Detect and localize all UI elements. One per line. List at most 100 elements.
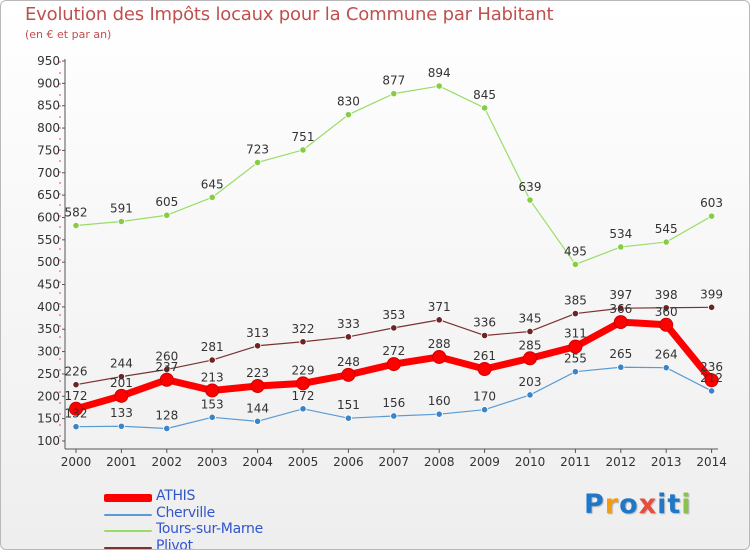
data-label-athis: 223 <box>246 366 269 380</box>
data-label-tours-sur-marne: 645 <box>201 177 224 191</box>
data-label-plivot: 333 <box>337 317 360 331</box>
y-tick-label: 750 <box>37 143 60 157</box>
point-plivot <box>163 365 171 374</box>
point-cherville <box>72 423 80 431</box>
point-athis <box>432 349 447 364</box>
x-tick-label: 2012 <box>606 455 637 469</box>
point-plivot <box>299 338 307 346</box>
point-cherville <box>707 387 716 395</box>
y-tick-label: 400 <box>37 300 60 314</box>
data-label-tours-sur-marne: 534 <box>609 227 632 241</box>
data-label-athis: 236 <box>700 360 723 374</box>
y-tick-label: 500 <box>37 255 60 269</box>
point-athis <box>205 383 220 398</box>
data-label-cherville: 153 <box>201 397 224 411</box>
point-tours-sur-marne <box>117 217 126 226</box>
point-cherville <box>662 364 670 372</box>
point-plivot <box>707 303 716 311</box>
data-label-cherville: 170 <box>473 390 496 404</box>
y-tick-label: 150 <box>37 412 60 426</box>
data-label-athis: 288 <box>428 337 451 351</box>
data-label-tours-sur-marne: 830 <box>337 95 360 109</box>
point-athis <box>386 357 401 372</box>
data-label-athis: 366 <box>609 302 632 316</box>
point-plivot <box>526 327 534 336</box>
point-tours-sur-marne <box>344 111 352 119</box>
data-label-plivot: 260 <box>155 349 178 363</box>
point-cherville <box>208 413 216 421</box>
x-tick-label: 2004 <box>242 455 273 469</box>
point-cherville <box>480 406 489 414</box>
point-cherville <box>526 391 534 399</box>
data-label-tours-sur-marne: 582 <box>65 206 88 220</box>
data-label-tours-sur-marne: 723 <box>246 142 269 156</box>
y-tick-label: 900 <box>37 76 60 90</box>
point-athis <box>523 351 537 366</box>
data-label-cherville: 265 <box>609 347 632 361</box>
point-tours-sur-marne <box>662 238 670 246</box>
data-label-athis: 272 <box>382 344 405 358</box>
y-tick-label: 550 <box>37 233 60 247</box>
data-label-athis: 237 <box>155 360 178 374</box>
data-label-tours-sur-marne: 603 <box>700 196 723 210</box>
y-tick-label: 350 <box>37 322 60 336</box>
point-tours-sur-marne <box>526 196 534 204</box>
legend-label: Plivot <box>156 537 193 550</box>
data-label-athis: 311 <box>564 327 587 341</box>
x-tick-label: 2006 <box>333 455 364 469</box>
x-tick-label: 2003 <box>197 455 228 469</box>
chart-subtitle: (en € et par an) <box>25 28 112 41</box>
data-label-athis: 172 <box>65 389 88 403</box>
x-tick-label: 2009 <box>469 455 500 469</box>
point-plivot <box>435 316 443 324</box>
data-label-tours-sur-marne: 591 <box>110 201 133 215</box>
point-cherville <box>117 422 126 430</box>
point-plivot <box>208 356 216 364</box>
point-tours-sur-marne <box>163 211 171 219</box>
point-tours-sur-marne <box>72 221 80 230</box>
y-tick-label: 100 <box>37 434 60 448</box>
data-label-plivot: 336 <box>473 315 496 329</box>
x-tick-label: 2005 <box>288 455 319 469</box>
data-label-plivot: 322 <box>292 322 315 336</box>
data-label-plivot: 313 <box>246 326 269 340</box>
data-label-athis: 248 <box>337 355 360 369</box>
y-tick-label: 850 <box>37 99 60 113</box>
point-tours-sur-marne <box>390 90 398 98</box>
data-label-cherville: 264 <box>655 348 678 362</box>
data-label-athis: 229 <box>292 363 315 377</box>
data-label-cherville: 132 <box>65 407 88 421</box>
legend-label: Cherville <box>156 504 215 521</box>
data-label-tours-sur-marne: 877 <box>382 74 405 88</box>
chart-title: Evolution des Impôts locaux pour la Comm… <box>25 4 554 25</box>
y-tick-label: 450 <box>37 278 60 292</box>
data-label-plivot: 399 <box>700 287 723 301</box>
point-cherville <box>571 368 580 376</box>
y-tick-label: 800 <box>37 121 60 135</box>
y-tick-label: 950 <box>37 54 60 68</box>
data-label-plivot: 397 <box>609 288 632 302</box>
point-plivot <box>480 331 489 340</box>
data-label-cherville: 156 <box>382 396 405 410</box>
data-label-cherville: 255 <box>564 352 587 366</box>
x-tick-label: 2013 <box>651 455 682 469</box>
y-tick-label: 300 <box>37 345 60 359</box>
x-tick-label: 2001 <box>106 455 137 469</box>
legend-swatch <box>104 494 152 502</box>
point-athis <box>114 388 129 403</box>
data-label-plivot: 345 <box>519 311 542 325</box>
series-layer <box>69 82 719 433</box>
x-tick-label: 2008 <box>424 455 455 469</box>
point-plivot <box>390 324 398 332</box>
legend-swatch <box>104 530 152 532</box>
logo-letter: o <box>619 489 639 520</box>
legend-swatch <box>104 513 152 516</box>
y-tick-label: 200 <box>37 389 60 403</box>
data-label-tours-sur-marne: 495 <box>564 244 587 258</box>
point-athis <box>704 373 719 388</box>
y-tick-label: 650 <box>37 188 60 202</box>
data-label-athis: 285 <box>519 338 542 352</box>
x-tick-label: 2010 <box>515 455 546 469</box>
